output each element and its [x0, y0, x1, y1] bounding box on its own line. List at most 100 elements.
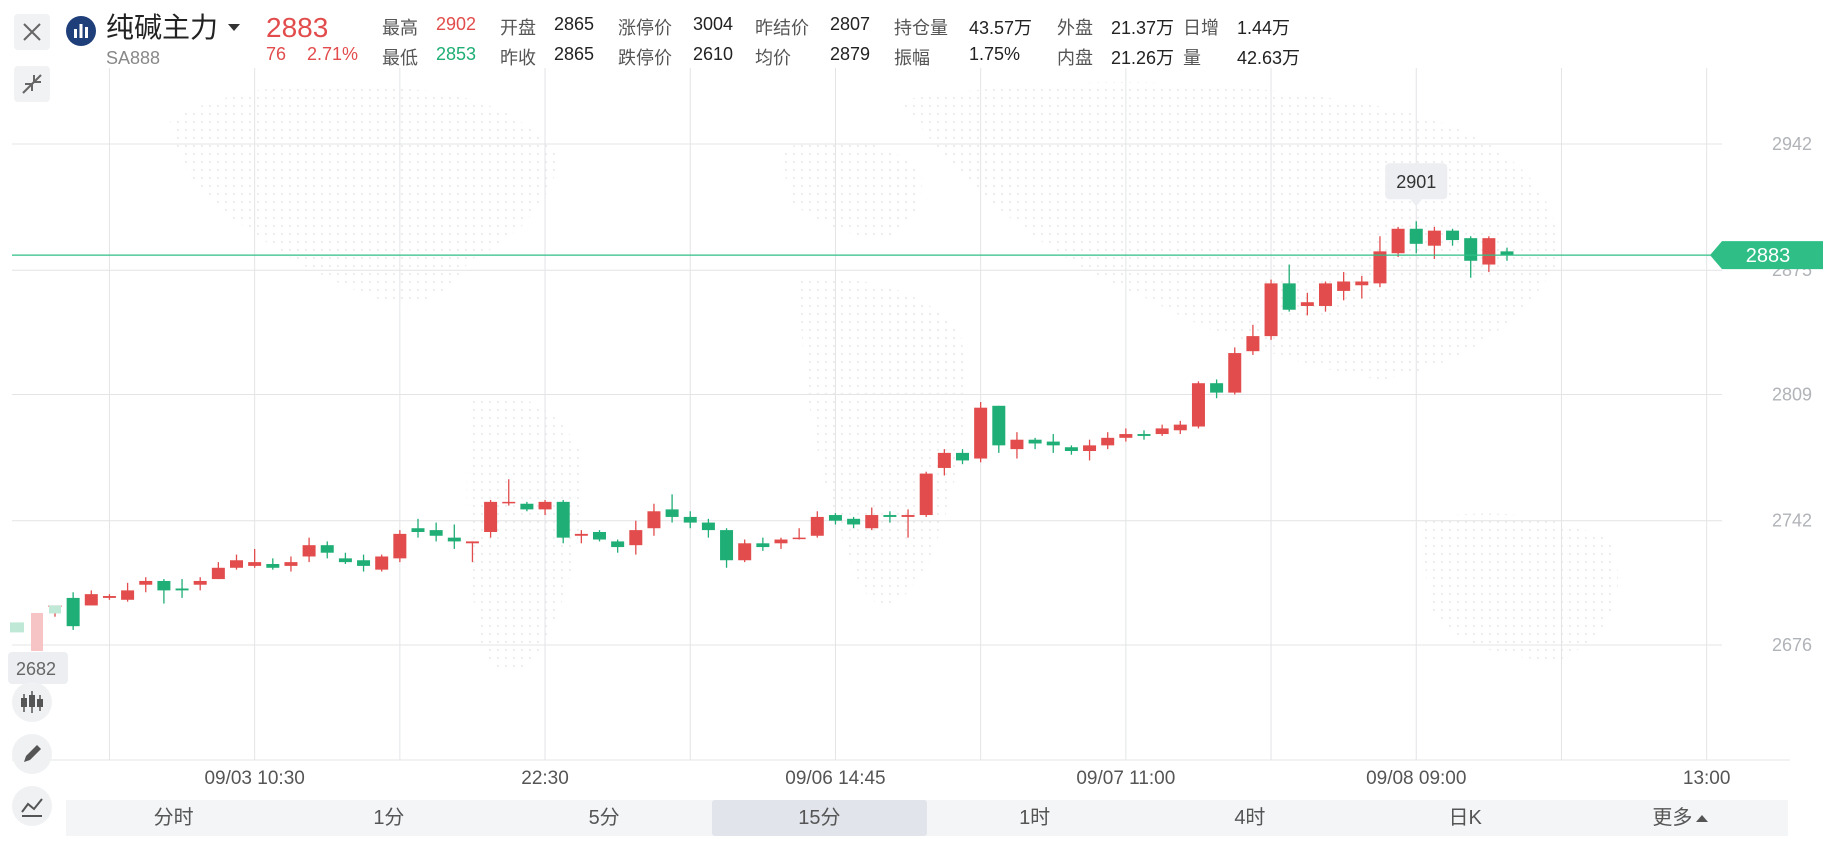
candle-body: [1391, 228, 1405, 254]
candle-body: [393, 533, 407, 559]
candle: [1064, 445, 1078, 455]
candle: [883, 511, 897, 523]
candle: [828, 513, 842, 525]
x-tick-label: 13:00: [1683, 768, 1731, 789]
candle-body: [102, 596, 116, 598]
candle: [593, 530, 606, 542]
candle-body: [1101, 437, 1115, 446]
stat-value: 2865: [554, 44, 595, 64]
high-marker-label: 2901: [1396, 172, 1436, 192]
candle: [102, 594, 116, 600]
candle-body: [411, 528, 425, 532]
shrink-button[interactable]: [14, 66, 50, 102]
shrink-icon: [22, 74, 42, 94]
candle: [1373, 236, 1387, 288]
tab-2[interactable]: 5分: [497, 800, 712, 836]
stat-label: 内盘: [1057, 48, 1093, 68]
candle-body: [484, 501, 498, 532]
candle-body: [1500, 251, 1514, 256]
candle-body: [701, 522, 715, 531]
candle: [465, 541, 479, 563]
stat-value: 21.26万: [1111, 48, 1175, 68]
tab-3[interactable]: 15分: [711, 800, 927, 836]
candle-body: [1210, 383, 1224, 393]
indicator-tool-button[interactable]: [12, 786, 52, 826]
candle: [992, 405, 1006, 453]
stat-label: 跌停价: [618, 48, 672, 68]
candle-body: [284, 562, 298, 566]
candle: [1191, 381, 1205, 429]
tab-4[interactable]: 1时: [927, 800, 1142, 836]
candle-body: [956, 452, 969, 461]
stat-value: 2807: [830, 14, 871, 34]
candle-body: [175, 588, 189, 591]
tab-label: 15分: [798, 807, 841, 829]
stat-value: 3004: [693, 14, 734, 34]
tab-1[interactable]: 1分: [281, 800, 496, 836]
candle: [447, 524, 461, 549]
candle: [357, 554, 371, 572]
candle-body: [1337, 281, 1351, 291]
candle: [429, 522, 443, 542]
candle-body: [266, 564, 280, 568]
candle: [919, 471, 933, 517]
candle-body: [611, 541, 625, 548]
candle-body: [1264, 283, 1278, 337]
tab-label: 更多: [1652, 807, 1693, 829]
candle: [211, 562, 225, 580]
tab-5[interactable]: 4时: [1142, 800, 1357, 836]
candle: [139, 577, 153, 593]
candle: [1264, 279, 1278, 340]
tab-label: 4时: [1234, 807, 1266, 829]
low-marker-box: [8, 652, 68, 684]
stat-value: 2902: [436, 14, 477, 34]
candle: [901, 509, 915, 538]
candle: [520, 501, 534, 512]
candle: [792, 528, 806, 540]
close-button[interactable]: [14, 14, 50, 50]
candle: [756, 537, 770, 551]
candle: [1083, 439, 1097, 461]
candle-body: [774, 539, 788, 544]
candle: [230, 554, 243, 570]
instrument-name[interactable]: 纯碱主力: [106, 12, 219, 43]
candlestick-icon: [21, 691, 43, 713]
candle: [538, 499, 552, 516]
chevron-down-icon[interactable]: [228, 24, 240, 31]
draw-tool-button[interactable]: [12, 734, 52, 774]
high-marker-box: [1385, 163, 1448, 200]
timeframe-tabs: 分时 1分 5分 15分 1时 4时 日K 更多: [66, 800, 1788, 836]
stat-label: 量: [1183, 48, 1201, 68]
candle: [1101, 432, 1115, 450]
candle-body: [520, 503, 534, 510]
candle-body: [1228, 353, 1242, 393]
low-marker-label: 2682: [16, 659, 56, 679]
candle: [1246, 324, 1260, 355]
candle-body: [538, 501, 552, 510]
candle-body: [338, 558, 352, 563]
tab-7[interactable]: 更多: [1573, 800, 1788, 836]
candle-body: [1464, 238, 1478, 261]
tab-label: 5分: [588, 807, 620, 829]
candle: [1446, 228, 1460, 246]
candle-body: [574, 533, 588, 536]
candle: [1046, 434, 1060, 453]
candle: [810, 511, 824, 538]
candle: [647, 503, 661, 536]
candle-body: [1246, 336, 1260, 352]
stat-value: 2610: [693, 44, 734, 64]
candle-body: [375, 556, 389, 570]
candle-body: [919, 473, 933, 516]
candle: [574, 530, 588, 544]
candle: [1337, 272, 1351, 301]
candle-body: [810, 516, 824, 536]
candlestick-tool-button[interactable]: [12, 682, 52, 722]
tab-6[interactable]: 日K: [1358, 800, 1573, 836]
y-tick-label: 2942: [1772, 134, 1812, 154]
candle-body: [1119, 434, 1133, 438]
candle: [629, 520, 643, 555]
candle-body: [447, 537, 461, 542]
tab-0[interactable]: 分时: [66, 800, 281, 836]
